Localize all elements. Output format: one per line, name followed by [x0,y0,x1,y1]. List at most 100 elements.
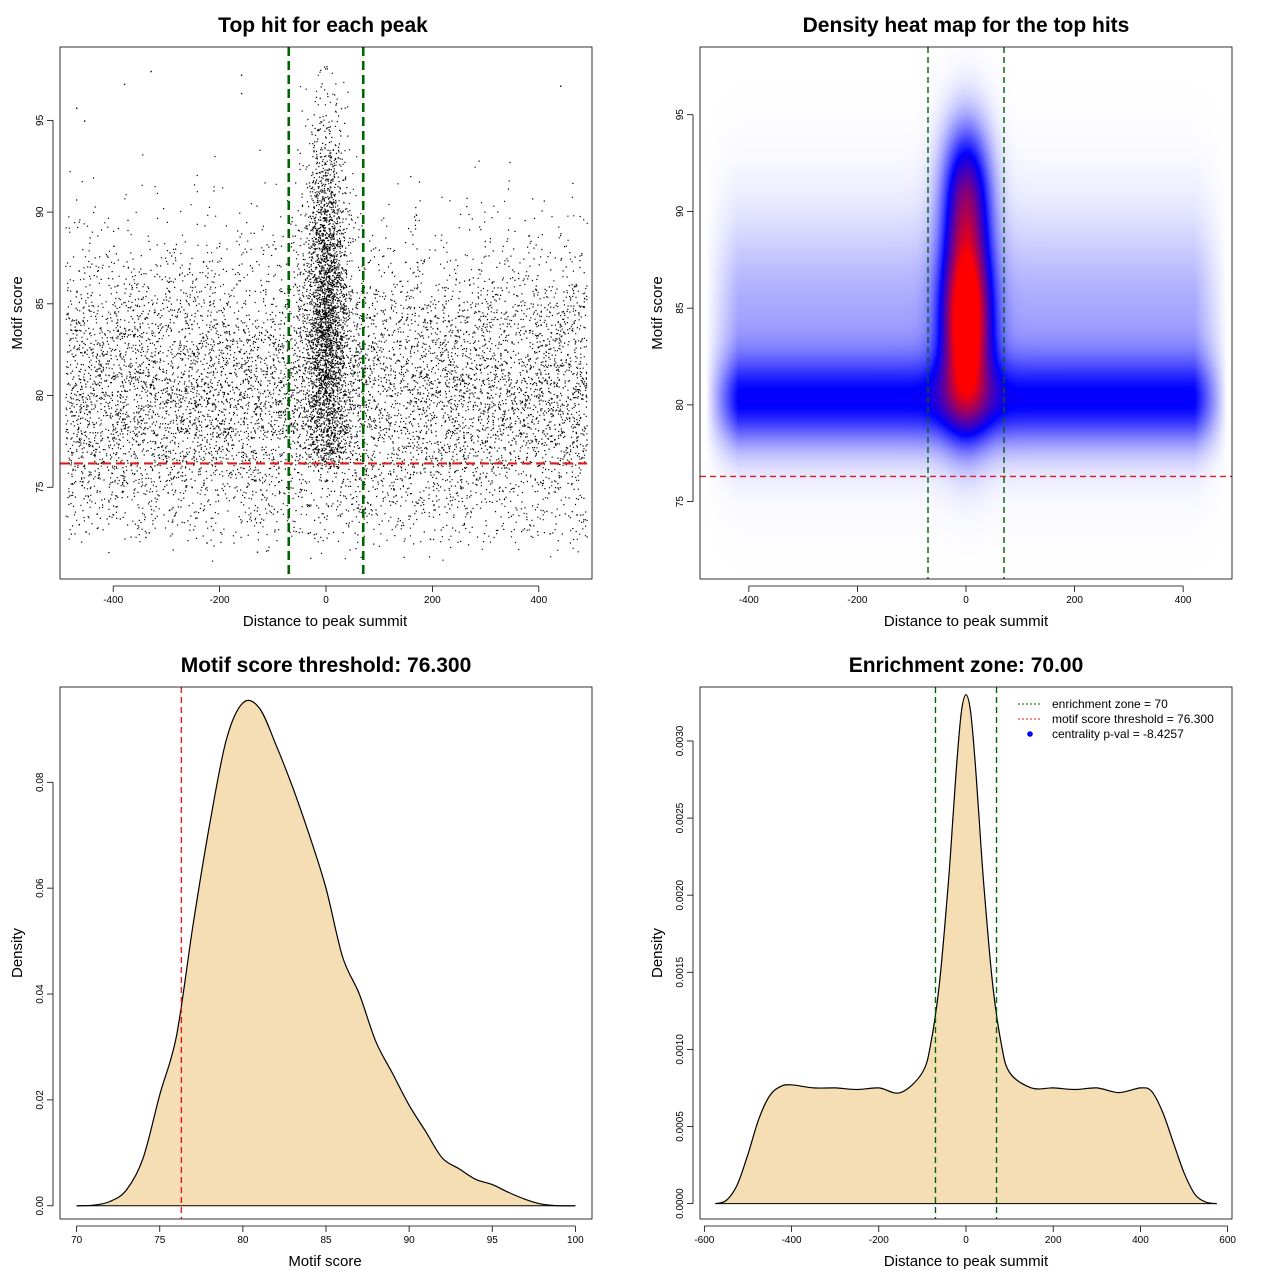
scatter-point [240,74,243,76]
scatter-point [150,70,152,73]
y-tick-label: 95 [35,114,46,126]
x-tick-label: 100 [567,1235,584,1246]
distance-density-xlabel: Distance to peak summit [884,1253,1049,1270]
x-tick-label: 200 [1045,1235,1062,1246]
y-tick-label: 75 [675,496,686,508]
y-tick-label: 0.0010 [675,1034,686,1065]
distance-density-legend: enrichment zone = 70 motif score thresho… [1018,697,1214,741]
legend-label-pvalue: centrality p-val = -8.4257 [1052,727,1184,741]
scatter-point [240,92,243,95]
heatmap-density-canvas [700,47,1232,579]
scatter-axes: -400 -200 0 200 400 75 80 85 90 95 [35,114,548,606]
y-tick-label: 0.08 [35,772,46,792]
heatmap-title: Density heat map for the top hits [803,14,1130,37]
x-tick-label: 80 [237,1235,249,1246]
x-tick-label: 400 [530,595,547,606]
x-tick-label: -200 [210,595,230,606]
x-tick-label: -400 [739,595,759,606]
scatter-panel: Top hit for each peak Distance to peak s… [9,14,593,630]
distance-density-title: Enrichment zone: 70.00 [849,654,1084,677]
scatter-point [78,523,81,526]
y-tick-label: 0.0020 [675,879,686,910]
x-tick-label: 0 [323,595,329,606]
heatmap-xlabel: Distance to peak summit [884,613,1049,630]
y-tick-label: 75 [35,481,46,493]
scatter-xlabel: Distance to peak summit [243,613,408,630]
y-tick-label: 80 [675,399,686,411]
score-density-axes: 70 75 80 85 90 95 100 0.00 0.02 0.04 0.06 0.08 [35,772,584,1246]
scatter-point [75,107,78,109]
heatmap-axes: -400 -200 0 200 400 75 80 85 90 95 [675,109,1192,606]
y-tick-label: 0.02 [35,1090,46,1110]
score-density-curve [76,699,576,1207]
score-density-ylabel: Density [9,927,26,978]
heatmap-panel: Density heat map for the top hits Distan… [649,14,1233,630]
y-tick-label: 95 [675,109,686,121]
scatter-point [560,85,562,87]
scatter-ylabel: Motif score [9,276,26,349]
y-tick-label: 85 [35,298,46,310]
scatter-point [206,542,208,544]
y-tick-label: 90 [675,205,686,217]
x-tick-label: 75 [154,1235,166,1246]
score-density-panel: Motif score threshold: 76.300 Motif scor… [9,654,593,1270]
y-tick-label: 0.04 [35,984,46,1004]
density-line [715,694,1217,1205]
y-tick-label: 0.0025 [675,802,686,833]
x-tick-label: 600 [1219,1235,1236,1246]
y-tick-label: 80 [35,390,46,402]
distance-density-plot-frame [699,686,1233,1220]
x-tick-label: -200 [869,1235,889,1246]
y-tick-label: 0.00 [35,1196,46,1216]
x-tick-label: -200 [847,595,867,606]
y-tick-label: 0.0000 [675,1188,686,1219]
distance-density-axes: -600 -400 -200 0 200 400 600 0.0000 0.0005 0.0010… [675,725,1236,1246]
x-tick-label: -400 [782,1235,802,1246]
scatter-point [145,536,147,539]
x-tick-label: 200 [424,595,441,606]
x-tick-label: 70 [71,1235,83,1246]
legend-label-enrichment-zone: enrichment zone = 70 [1052,697,1168,711]
x-tick-label: 0 [963,1235,969,1246]
scatter-point [549,533,551,535]
y-tick-label: 85 [675,302,686,314]
x-tick-label: 85 [320,1235,332,1246]
scatter-point-cloud [65,66,588,562]
scatter-point [256,551,259,553]
heatmap-ylabel: Motif score [649,276,666,349]
heatmap-image [700,47,1232,579]
x-tick-label: 0 [963,595,969,606]
y-tick-label: 0.0005 [675,1111,686,1142]
scatter-points [65,66,588,562]
x-tick-label: 95 [487,1235,499,1246]
density-fill [76,700,576,1206]
score-density-plot-frame [59,686,593,1220]
density-line [76,699,576,1207]
y-tick-label: 0.0030 [675,725,686,756]
x-tick-label: 400 [1175,595,1192,606]
x-tick-label: 200 [1066,595,1083,606]
x-tick-label: -400 [103,595,123,606]
scatter-plot-frame [59,46,593,580]
distance-density-panel: Enrichment zone: 70.00 Distance to peak … [649,654,1236,1270]
legend-label-threshold: motif score threshold = 76.300 [1052,712,1214,726]
scatter-title: Top hit for each peak [218,14,428,37]
y-tick-label: 90 [35,206,46,218]
score-density-title: Motif score threshold: 76.300 [181,654,472,677]
x-tick-label: 90 [404,1235,416,1246]
y-tick-label: 0.0015 [675,957,686,988]
score-density-xlabel: Motif score [288,1253,361,1270]
y-tick-label: 0.06 [35,878,46,898]
distance-density-zone-lines [934,687,998,1219]
scatter-point [429,538,432,541]
scatter-reference-lines [60,47,592,579]
distance-density-ylabel: Density [649,927,666,978]
density-fill [715,694,1217,1204]
x-tick-label: 400 [1132,1235,1149,1246]
legend-key-pvalue [1027,731,1033,737]
x-tick-label: -600 [694,1235,714,1246]
heatmap-plot-frame [699,46,1233,580]
heatmap-reference-lines [700,47,1232,579]
scatter-point [83,120,86,122]
